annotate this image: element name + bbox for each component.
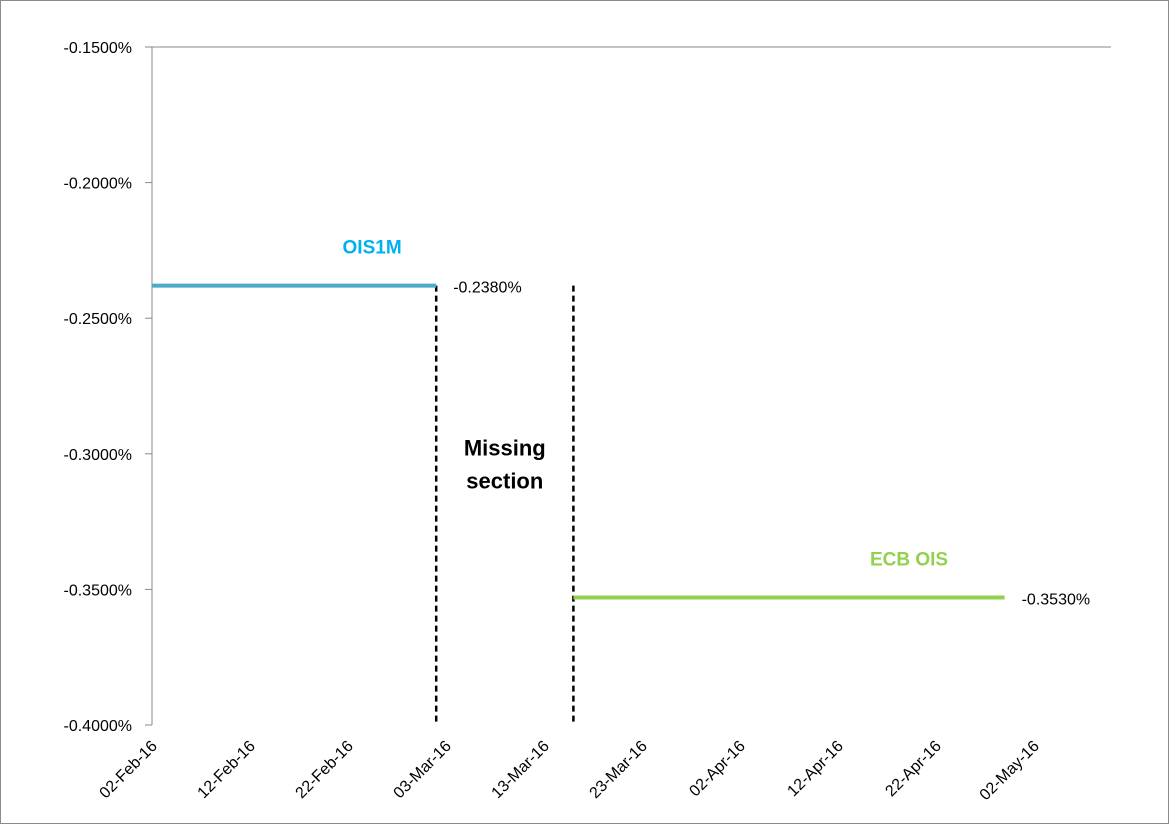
y-tick-label: -0.2000% <box>64 176 133 193</box>
x-tick-label: 22-Feb-16 <box>293 738 357 802</box>
missing-section-markers <box>434 285 575 725</box>
y-tick-label: -0.4000% <box>64 718 133 735</box>
x-tick-label: 02-Apr-16 <box>686 738 748 800</box>
labels: OIS1M -0.2380% ECB OIS -0.3530% Missing secti… <box>343 238 1091 609</box>
x-tick-label: 02-Feb-16 <box>97 738 161 802</box>
y-tick-label: -0.2500% <box>64 311 133 328</box>
y-tick-label: -0.3000% <box>64 447 133 464</box>
series-name-label: ECB OIS <box>870 550 948 571</box>
x-tick-label: 22-Apr-16 <box>882 738 944 800</box>
series <box>152 283 1005 600</box>
x-tick-label: 03-Mar-16 <box>391 738 455 802</box>
x-tick-label: 12-Feb-16 <box>195 738 259 802</box>
missing-section-annotation: section <box>466 468 543 493</box>
y-tick-label: -0.3500% <box>64 582 133 599</box>
x-tick-label: 12-Apr-16 <box>784 738 846 800</box>
x-tick-label: 23-Mar-16 <box>587 738 651 802</box>
x-tick-label: 13-Mar-16 <box>489 738 553 802</box>
series-name-label: OIS1M <box>343 238 402 259</box>
axes: -0.1500% -0.2000% -0.2500% -0.3000% -0.3500%… <box>64 40 1111 804</box>
missing-section-annotation: Missing <box>464 435 546 460</box>
end-value-label: -0.2380% <box>453 280 522 297</box>
x-tick-label: 02-May-16 <box>977 738 1043 804</box>
y-tick-label: -0.1500% <box>64 40 133 57</box>
end-value-label: -0.3530% <box>1022 592 1091 609</box>
